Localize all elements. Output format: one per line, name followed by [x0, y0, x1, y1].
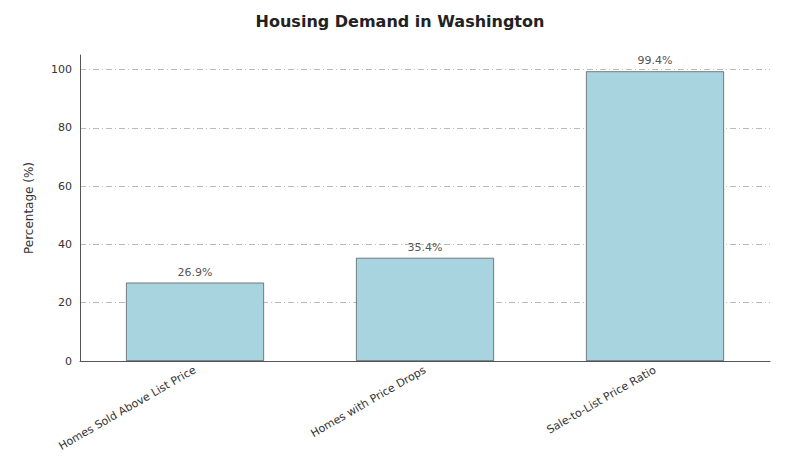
svg-text:20: 20	[58, 296, 72, 309]
svg-text:100: 100	[51, 63, 72, 76]
svg-text:Housing Demand in Washington: Housing Demand in Washington	[256, 12, 545, 31]
svg-text:Homes with Price Drops: Homes with Price Drops	[308, 363, 428, 440]
svg-text:40: 40	[58, 238, 72, 251]
svg-text:Sale-to-List Price Ratio: Sale-to-List Price Ratio	[544, 363, 658, 436]
svg-text:80: 80	[58, 121, 72, 134]
svg-text:Percentage (%): Percentage (%)	[22, 162, 36, 254]
svg-text:Homes Sold Above List Price: Homes Sold Above List Price	[56, 363, 198, 453]
svg-text:99.4%: 99.4%	[638, 54, 673, 67]
svg-text:60: 60	[58, 180, 72, 193]
svg-text:35.4%: 35.4%	[408, 241, 443, 254]
svg-text:26.9%: 26.9%	[178, 266, 213, 279]
svg-text:0: 0	[65, 355, 72, 368]
